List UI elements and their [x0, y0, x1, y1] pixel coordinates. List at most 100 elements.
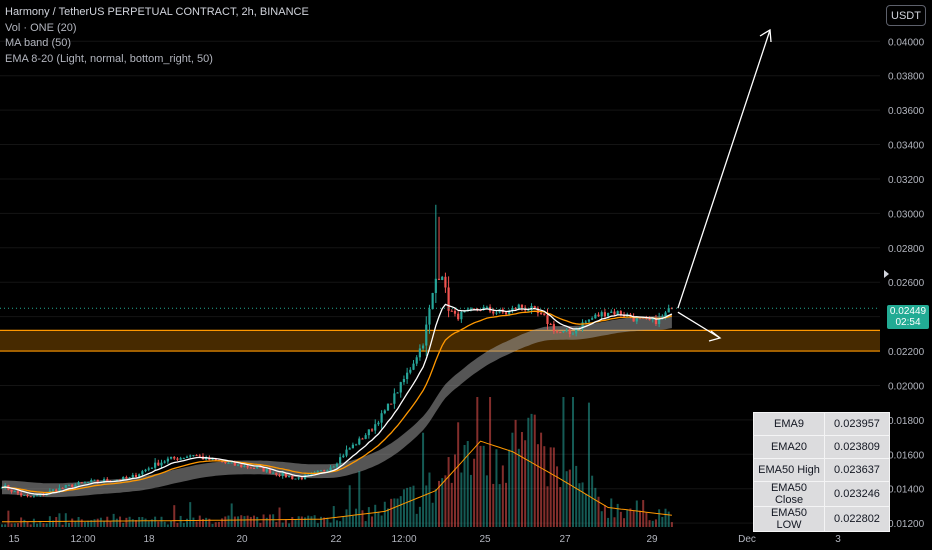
volume-bar — [173, 505, 176, 527]
volume-bar — [240, 515, 243, 527]
candle-body — [664, 312, 667, 317]
volume-bar — [278, 507, 281, 527]
candle-body — [323, 470, 326, 472]
volume-bar — [412, 485, 415, 527]
volume-bar — [498, 484, 501, 527]
side-arrow-line — [677, 311, 721, 339]
indicator-ema[interactable]: EMA 8-20 (Light, normal, bottom_right, 5… — [5, 52, 213, 65]
volume-bar — [594, 487, 597, 527]
candle-body — [51, 489, 55, 491]
candle-body — [342, 455, 345, 458]
volume-bar — [447, 457, 450, 527]
volume-bar — [39, 520, 42, 527]
volume-bars — [1, 397, 673, 527]
candle-body — [386, 403, 390, 411]
volume-bar — [575, 465, 578, 527]
time-tick-label: 15 — [8, 534, 20, 545]
volume-bar — [527, 417, 530, 527]
volume-bar — [572, 397, 575, 527]
candle-body — [361, 438, 364, 440]
volume-bar — [138, 517, 141, 527]
volume-bar — [453, 454, 456, 527]
candle-body — [74, 484, 77, 487]
volume-bar — [626, 509, 629, 527]
volume-bar — [438, 480, 441, 527]
volume-bar — [607, 517, 610, 527]
volume-bar — [281, 522, 284, 527]
bar-countdown: 02:54 — [895, 317, 921, 328]
candle-body — [393, 393, 396, 404]
volume-bar — [505, 482, 508, 527]
volume-bar — [335, 520, 338, 527]
price-tick-label: 0.03000 — [888, 209, 925, 220]
indicator-ma-band[interactable]: MA band (50) — [5, 37, 72, 49]
candle-body — [658, 318, 661, 324]
volume-bar — [489, 397, 492, 527]
indicator-volume[interactable]: Vol · ONE (20) — [5, 21, 77, 34]
price-axis: 0.01200 0.01400 0.01600 0.01800 0.02000 0.022… — [888, 37, 925, 530]
volume-bar — [259, 522, 262, 527]
volume-bar — [476, 397, 479, 527]
volume-bar — [425, 485, 428, 527]
ema-label: EMA9 — [753, 412, 825, 436]
candle-body — [256, 466, 259, 469]
volume-bar — [262, 514, 265, 527]
support-zone — [0, 329, 880, 352]
volume-bar — [179, 515, 182, 527]
candle-body — [272, 472, 275, 474]
candle-body — [32, 495, 35, 497]
volume-bar — [386, 508, 389, 527]
candle-body — [26, 494, 29, 497]
volume-bar — [591, 475, 594, 527]
ema-value: 0.023957 — [824, 412, 890, 436]
candle-body — [377, 422, 380, 425]
price-tick-label: 0.02800 — [888, 244, 925, 255]
candle-body — [613, 311, 616, 315]
volume-bar — [320, 516, 322, 527]
volume-bar — [552, 447, 555, 527]
volume-bar — [597, 496, 600, 527]
volume-bar — [390, 498, 393, 527]
candle-body — [514, 307, 517, 310]
volume-bar — [339, 521, 342, 527]
volume-bar — [243, 516, 246, 527]
volume-bar — [176, 522, 179, 527]
volume-bar — [610, 498, 613, 527]
volume-bar — [32, 518, 35, 527]
candle-body — [607, 312, 610, 317]
candle-body — [421, 345, 425, 349]
volume-bar — [310, 516, 313, 527]
candle-body — [259, 466, 262, 468]
currency-button[interactable]: USDT — [886, 5, 926, 26]
candle-body — [610, 311, 613, 313]
up-arrow-line — [677, 29, 771, 309]
volume-bar — [83, 521, 86, 527]
candle-body — [125, 476, 128, 479]
candle-body — [243, 465, 246, 468]
candle-body — [581, 322, 584, 329]
symbol-title[interactable]: Harmony / TetherUS PERPETUAL CONTRACT, 2… — [5, 6, 309, 18]
volume-bar — [182, 522, 185, 527]
volume-bar — [434, 489, 437, 527]
candle-body — [227, 462, 230, 464]
volume-bar — [29, 524, 32, 527]
candle-body — [61, 487, 64, 489]
scroll-marker-icon[interactable] — [884, 270, 889, 278]
candle-body — [339, 457, 342, 464]
ema-value: 0.023246 — [824, 481, 890, 507]
volume-bar — [520, 432, 523, 527]
volume-bar — [304, 517, 307, 527]
ema-row: EMA50 LOW 0.022802 — [753, 506, 890, 532]
ema-slow-line — [1, 310, 673, 494]
volume-bar — [201, 518, 204, 527]
volume-bar — [10, 523, 13, 527]
volume-bar — [568, 469, 571, 527]
candle-body — [571, 333, 575, 335]
volume-bar — [170, 520, 173, 527]
candle-body — [160, 462, 163, 466]
candle-body — [594, 314, 597, 319]
candle-body — [533, 306, 536, 309]
volume-bar — [284, 519, 287, 527]
candle-body — [415, 357, 418, 364]
